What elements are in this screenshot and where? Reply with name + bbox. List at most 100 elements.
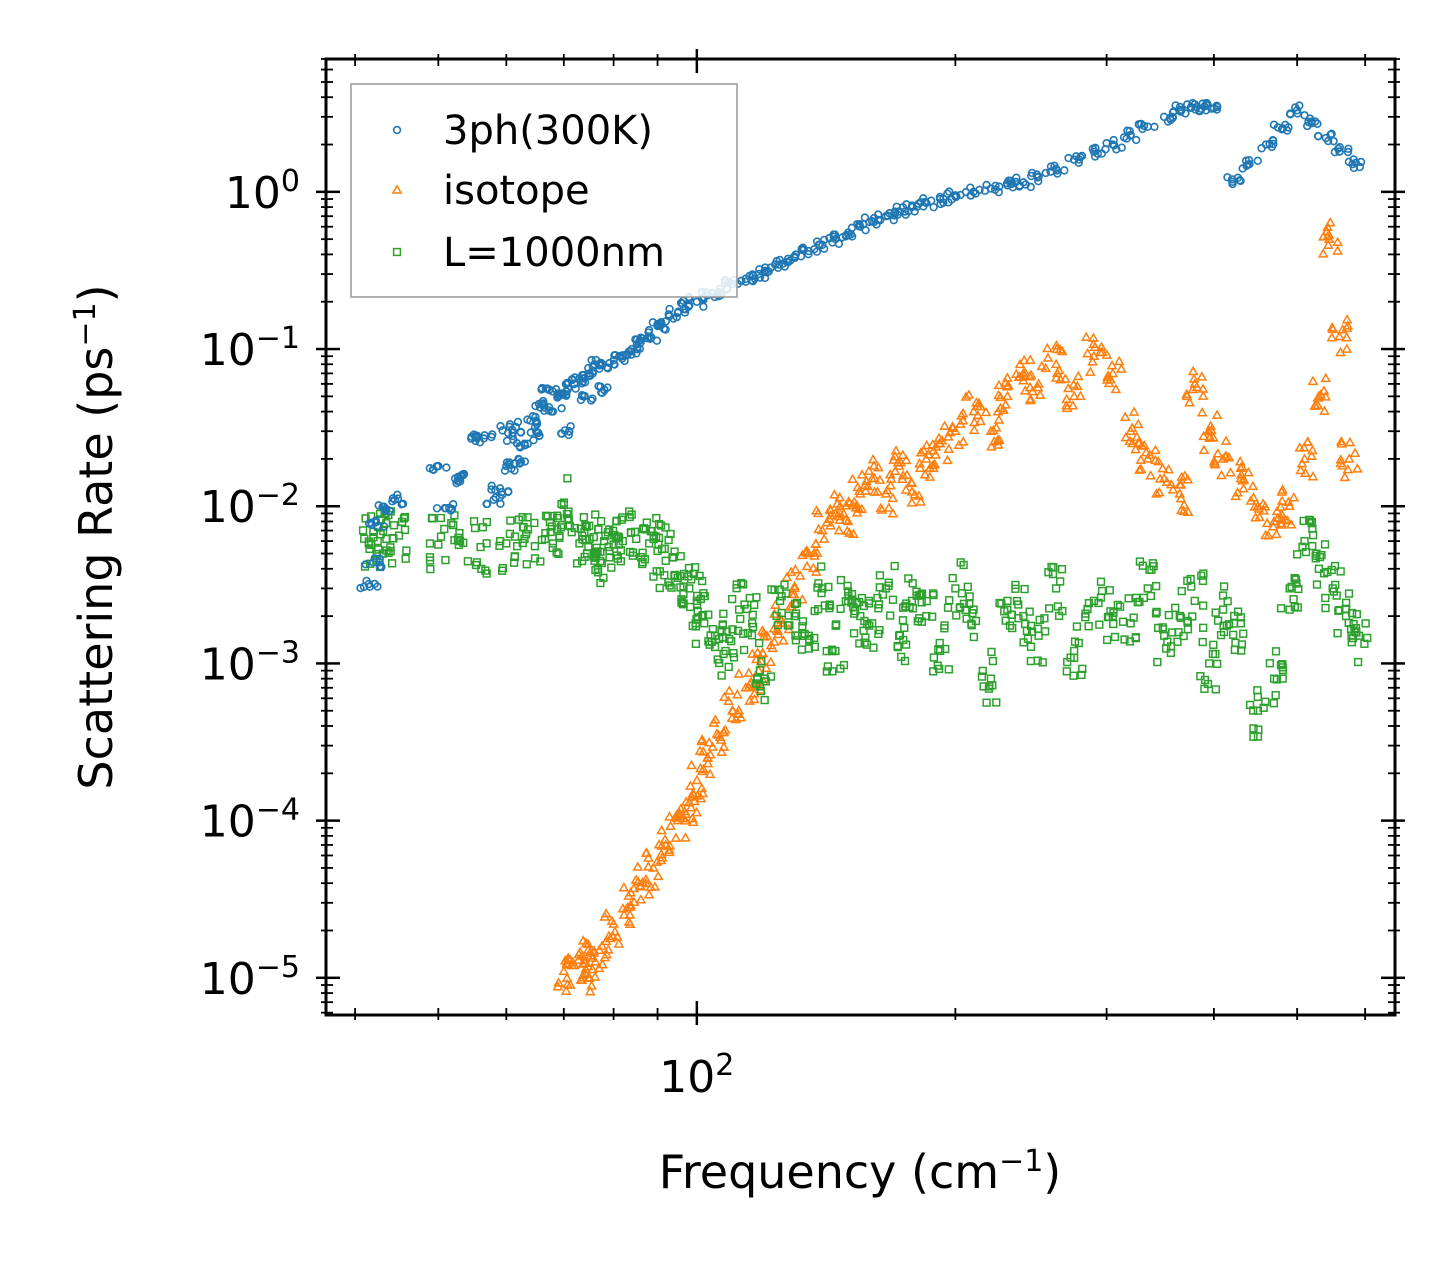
data-point-cluster	[1109, 619, 1118, 629]
data-point-cluster	[640, 873, 652, 884]
data-point-cluster	[649, 572, 658, 581]
data-point-cluster	[496, 537, 505, 546]
y-tick-label: 10−5	[200, 949, 300, 1005]
data-point-cluster	[1285, 605, 1294, 614]
data-point-cluster	[1154, 473, 1166, 483]
data-point-cluster	[400, 512, 410, 522]
data-point-cluster	[450, 536, 459, 545]
data-point-cluster	[939, 420, 951, 431]
data-point-cluster	[513, 417, 523, 427]
data-point-cluster	[728, 594, 737, 604]
y-axis-label: Scattering Rate (ps−1)	[68, 284, 124, 789]
data-point-cluster	[623, 890, 634, 900]
data-point-cluster	[518, 522, 528, 532]
data-point-cluster	[943, 603, 953, 612]
data-point-cluster	[641, 525, 650, 534]
data-point-cluster	[991, 181, 1000, 191]
data-point-cluster	[697, 576, 707, 586]
data-point-cluster	[453, 472, 463, 482]
data-point-cluster	[767, 642, 779, 653]
data-point-cluster	[1341, 598, 1351, 607]
data-point-cluster	[652, 870, 664, 881]
data-point-cluster	[680, 832, 691, 842]
data-point-cluster	[671, 812, 682, 822]
data-point-cluster	[831, 498, 843, 508]
data-point-cluster	[575, 974, 587, 984]
data-point-cluster	[892, 202, 901, 211]
data-point-cluster	[656, 521, 666, 530]
data-point-cluster	[696, 734, 708, 744]
data-point-cluster	[900, 484, 912, 494]
data-point-cluster	[947, 422, 959, 432]
data-point-cluster	[1295, 464, 1307, 475]
data-point-cluster	[710, 642, 720, 652]
data-point-cluster	[906, 497, 918, 507]
data-point-cluster	[756, 686, 766, 696]
data-point-cluster	[808, 562, 819, 573]
data-point-cluster	[426, 564, 435, 574]
data-point	[721, 646, 730, 656]
data-point-cluster	[804, 249, 813, 259]
data-point-cluster	[1299, 467, 1311, 477]
data-point-cluster	[704, 610, 713, 619]
data-point-cluster	[1024, 381, 1036, 392]
data-point-cluster	[995, 598, 1004, 608]
data-point-cluster	[698, 763, 709, 774]
data-point-cluster	[503, 428, 513, 438]
data-point-cluster	[909, 489, 921, 499]
data-point-cluster	[1102, 138, 1111, 148]
data-point-cluster	[1175, 102, 1185, 112]
data-point-cluster	[1174, 628, 1183, 637]
data-point-cluster	[757, 657, 766, 666]
data-point-cluster	[670, 810, 682, 820]
data-point-cluster	[562, 509, 572, 519]
data-point-cluster	[1198, 444, 1210, 454]
data-point-cluster	[594, 525, 603, 534]
data-point-cluster	[1035, 615, 1044, 624]
data-point-cluster	[972, 409, 984, 420]
data-point-cluster	[625, 901, 636, 911]
data-point-cluster	[748, 270, 757, 279]
data-point-cluster	[1271, 691, 1280, 700]
data-point-cluster	[472, 558, 482, 567]
data-point-cluster	[791, 636, 801, 645]
data-point-cluster	[1272, 512, 1284, 522]
data-point-cluster	[1120, 635, 1129, 644]
data-point-cluster	[810, 538, 822, 548]
data-point-cluster	[1188, 373, 1200, 383]
data-point-cluster	[995, 182, 1004, 191]
data-point-cluster	[900, 207, 910, 216]
data-point-cluster	[586, 396, 596, 405]
data-point-cluster	[899, 603, 908, 612]
data-point-cluster	[1239, 629, 1248, 638]
data-point-cluster	[570, 373, 580, 382]
data-point-cluster	[1276, 495, 1288, 505]
data-point-cluster	[914, 462, 926, 473]
data-point-cluster	[617, 515, 626, 524]
data-point-cluster	[359, 582, 369, 591]
data-point-cluster	[530, 542, 540, 551]
data-point-cluster	[980, 186, 990, 195]
data-point-cluster	[436, 513, 445, 523]
data-point-cluster	[370, 579, 379, 589]
data-point-cluster	[770, 585, 779, 595]
data-point-cluster	[557, 404, 566, 413]
data-point-cluster	[618, 882, 630, 892]
data-point-cluster	[635, 894, 647, 904]
data-point-cluster	[1276, 486, 1288, 496]
data-point-cluster	[1349, 447, 1361, 457]
data-point-cluster	[449, 520, 458, 530]
data-point-cluster	[1249, 724, 1258, 733]
data-point-cluster	[504, 460, 514, 469]
data-point-cluster	[669, 553, 678, 562]
data-point-cluster	[1211, 685, 1220, 694]
data-point	[1334, 330, 1345, 341]
data-point-cluster	[697, 746, 709, 756]
data-point-cluster	[1343, 147, 1353, 157]
data-point-cluster	[1042, 352, 1054, 362]
data-point-cluster	[977, 672, 987, 681]
data-point-cluster	[548, 543, 557, 553]
data-point-cluster	[643, 852, 654, 862]
data-point-cluster	[589, 366, 598, 376]
